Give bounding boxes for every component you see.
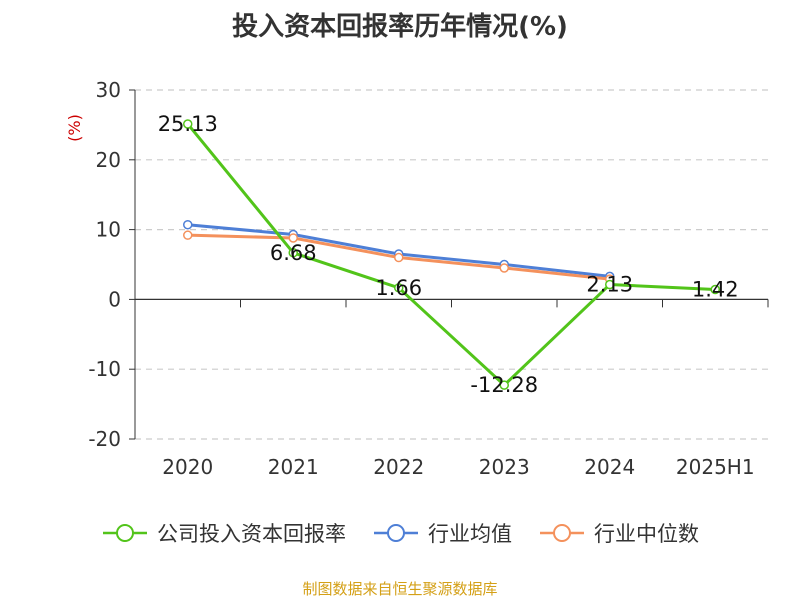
line-marker-icon [374, 524, 418, 542]
data-source-note: 制图数据来自恒生聚源数据库 [302, 580, 498, 598]
tick-labels: 30 20 10 0 -10 -20 2020 2021 2022 2023 2024 2025H1 [88, 78, 754, 479]
data-point [499, 263, 509, 273]
data-point [183, 119, 193, 129]
data-point [499, 380, 509, 390]
data-label: 6.68 [270, 241, 317, 265]
legend-item-industry-mean[interactable]: 行业均值 [372, 518, 512, 548]
data-label: -12.28 [470, 373, 538, 397]
data-label: 2.13 [586, 273, 633, 297]
y-tick-label: 20 [96, 148, 121, 172]
data-point [394, 252, 404, 263]
series-line [186, 123, 716, 387]
data-label: 1.42 [692, 277, 739, 301]
x-tick-label: 2025H1 [676, 455, 755, 479]
legend-label: 行业均值 [428, 522, 512, 546]
y-tick-label: 30 [96, 78, 121, 102]
x-tick-label: 2022 [373, 455, 424, 479]
chart-title: 投入资本回报率历年情况(%) [232, 12, 568, 42]
data-point [183, 219, 193, 230]
data-labels: 25.13 6.68 1.66 -12.28 2.13 1.42 [158, 112, 739, 397]
y-axis-label: (%) [65, 114, 84, 142]
legend-item-company[interactable]: 公司投入资本回报率 [101, 518, 346, 548]
data-points [183, 119, 720, 390]
y-tick-label: 0 [108, 287, 121, 311]
data-point [394, 283, 404, 293]
line-marker-icon [540, 524, 584, 542]
line-marker-icon [103, 524, 147, 542]
series-lines [186, 123, 716, 387]
data-point [183, 230, 193, 240]
x-tick-label: 2024 [584, 455, 635, 479]
data-point [605, 279, 615, 290]
data-label: 25.13 [158, 112, 218, 136]
y-tick-label: 10 [96, 218, 121, 242]
x-tick-label: 2023 [479, 455, 530, 479]
legend: 公司投入资本回报率 行业均值 行业中位数 [0, 518, 800, 548]
x-tick-label: 2021 [268, 455, 319, 479]
legend-label: 行业中位数 [594, 522, 699, 546]
y-tick-label: -10 [88, 357, 121, 381]
data-point [710, 284, 720, 295]
data-label: 1.66 [375, 276, 422, 300]
axes [129, 89, 769, 440]
data-point [288, 233, 298, 243]
legend-label: 公司投入资本回报率 [157, 522, 346, 546]
legend-item-industry-median[interactable]: 行业中位数 [538, 518, 699, 548]
x-tick-label: 2020 [162, 455, 213, 479]
grid-lines [135, 89, 768, 440]
y-tick-label: -20 [88, 427, 121, 451]
data-point [288, 248, 298, 258]
